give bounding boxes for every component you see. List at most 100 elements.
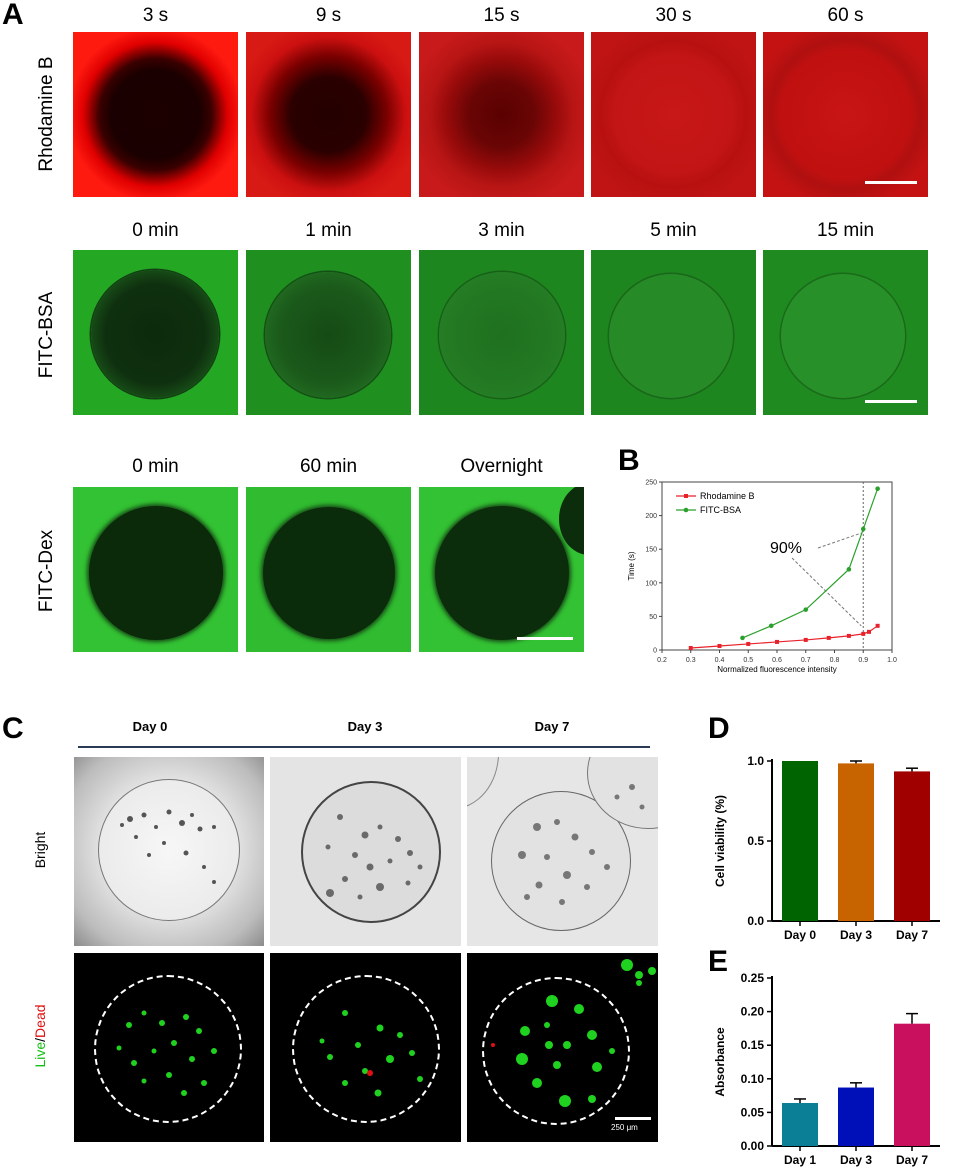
data-point xyxy=(688,645,693,650)
plot-frame xyxy=(661,481,893,651)
x-tick-label: 0.4 xyxy=(715,657,725,664)
data-point xyxy=(768,623,774,629)
bright-image-day0 xyxy=(74,757,264,946)
annotation-90-percent: 90% xyxy=(770,540,802,557)
x-tick-label: Day 0 xyxy=(784,928,816,942)
data-point xyxy=(826,635,831,640)
time-label: 60 s xyxy=(827,5,864,26)
data-point xyxy=(746,641,751,646)
legend-marker xyxy=(683,507,689,513)
y-tick-label: 250 xyxy=(645,480,657,487)
bright-image-day3 xyxy=(270,757,461,946)
bsa-image-15min xyxy=(763,250,928,415)
row-label-bright: Bright xyxy=(32,831,48,869)
dex-image-60min xyxy=(246,487,411,652)
slash-label: / xyxy=(32,1037,48,1042)
time-label: 15 s xyxy=(483,5,520,26)
x-tick-label: 0.5 xyxy=(743,657,753,664)
x-tick-label: Day 3 xyxy=(840,928,872,942)
data-point xyxy=(846,633,851,638)
data-point xyxy=(875,486,880,492)
panel-b-letter: B xyxy=(618,444,640,477)
time-label: 1 min xyxy=(305,220,352,241)
y-tick-label: 0.10 xyxy=(741,1072,765,1086)
dead-label: Dead xyxy=(32,1004,48,1038)
x-tick-label: Day 7 xyxy=(896,1153,928,1167)
y-tick-label: 200 xyxy=(645,513,657,520)
scale-bar xyxy=(615,1117,651,1120)
livedead-image-day7: 250 μm xyxy=(467,953,658,1142)
bar xyxy=(894,771,930,921)
scale-bar xyxy=(517,637,573,640)
time-label: 3 min xyxy=(478,220,525,241)
y-tick-label: 150 xyxy=(645,547,657,554)
live-label: Live xyxy=(32,1041,48,1068)
x-tick-label: Day 3 xyxy=(840,1153,872,1167)
data-point xyxy=(775,639,779,644)
scale-bar xyxy=(865,400,917,403)
y-tick-label: 0.20 xyxy=(741,1005,765,1019)
data-point xyxy=(875,623,880,628)
data-point xyxy=(846,567,852,572)
day-header: Day 3 xyxy=(347,719,383,734)
chart-e: 0.00 0.05 0.10 0.15 0.20 0.25 Absorbance Day 1 D… xyxy=(713,971,940,1167)
bsa-image-0min xyxy=(73,250,238,415)
y-axis-label: Absorbance xyxy=(713,1027,727,1097)
bar xyxy=(894,1023,930,1146)
legend-label: FITC-BSA xyxy=(700,505,741,515)
x-tick-label: 0.6 xyxy=(772,657,782,664)
scale-bar-label: 250 μm xyxy=(611,1123,638,1132)
y-tick-label: 0.0 xyxy=(747,914,764,928)
y-tick-label: 0.25 xyxy=(741,971,765,985)
dex-image-overnight xyxy=(419,487,584,652)
dex-image-0min xyxy=(73,487,238,652)
rhodamine-image-15s xyxy=(419,32,584,197)
x-tick-label: 0.9 xyxy=(858,657,868,664)
time-label: 60 min xyxy=(299,456,358,477)
time-label: Overnight xyxy=(460,456,543,477)
scale-bar xyxy=(865,181,917,184)
panel-e-letter: E xyxy=(708,945,729,978)
bsa-image-3min xyxy=(419,250,584,415)
y-tick-label: 0.05 xyxy=(741,1105,765,1119)
rhodamine-image-30s xyxy=(591,32,756,197)
rhodamine-image-9s xyxy=(246,32,411,197)
rhodamine-image-3s xyxy=(73,32,238,197)
x-tick-label: 0.7 xyxy=(801,657,811,664)
time-label: 0 min xyxy=(132,456,179,477)
chart-d: 0.0 0.5 1.0 Cell viability (%) Day 0 Day 3 Day… xyxy=(713,754,940,942)
time-label: 15 min xyxy=(816,220,875,241)
chart-b: 0.2 0.3 0.4 0.5 0.6 0.7 0.8 0.9 1.0 0 50 100 150 200 2… xyxy=(627,480,897,675)
bsa-image-1min xyxy=(246,250,411,415)
x-tick-label: 0.2 xyxy=(657,657,667,664)
data-point xyxy=(803,607,809,612)
data-point xyxy=(860,526,866,532)
legend-marker xyxy=(684,494,688,498)
annotation-leader xyxy=(817,532,862,549)
y-tick-label: 0.00 xyxy=(741,1139,765,1153)
rhodamine-image-60s xyxy=(763,32,928,197)
data-point xyxy=(867,629,871,634)
day-divider-line xyxy=(78,746,650,748)
series-line-fitc-bsa xyxy=(742,488,879,639)
y-axis-label: Time (s) xyxy=(627,551,636,580)
legend-label: Rhodamine B xyxy=(700,491,755,501)
y-tick-label: 50 xyxy=(649,614,657,621)
panel-c-letter: C xyxy=(2,712,24,745)
row-label-live-dead: Live/Dead xyxy=(32,976,48,1096)
x-axis-label: Normalized fluorescence intensity xyxy=(717,665,837,674)
bsa-image-5min xyxy=(591,250,756,415)
panel-a-letter: A xyxy=(2,0,24,31)
time-label: 30 s xyxy=(655,5,692,26)
bright-image-day7 xyxy=(467,757,658,946)
x-tick-label: 1.0 xyxy=(887,657,897,664)
x-tick-label: 0.3 xyxy=(686,657,696,664)
annotation-leader xyxy=(791,557,862,627)
data-point xyxy=(803,637,808,642)
livedead-image-day3 xyxy=(270,953,461,1142)
bar xyxy=(782,1102,818,1146)
y-tick-label: 0.15 xyxy=(741,1038,765,1052)
time-label: 3 s xyxy=(142,5,169,26)
series-line-rhodamine xyxy=(690,625,878,649)
y-tick-label: 1.0 xyxy=(747,754,764,768)
